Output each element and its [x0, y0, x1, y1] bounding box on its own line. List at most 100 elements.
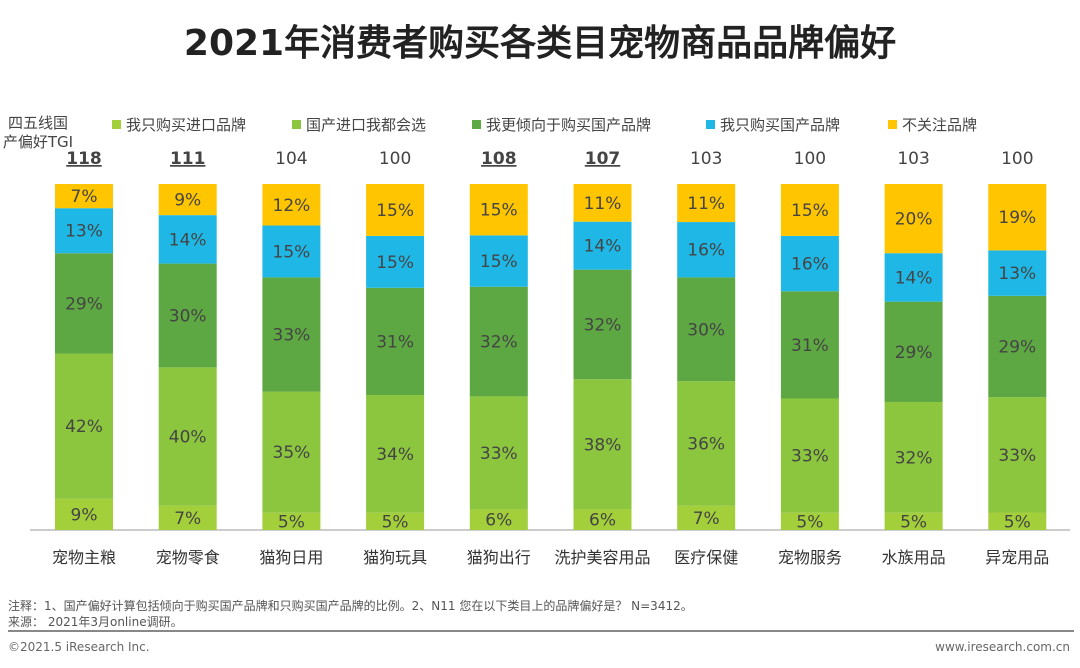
legend-item: 国产进口我都会选	[292, 114, 426, 135]
category-label: 水族用品	[882, 548, 946, 567]
data-label: 31%	[376, 332, 414, 352]
copyright: ©2021.5 iResearch Inc.	[8, 640, 150, 654]
bar-segment	[780, 512, 839, 530]
tgi-value: 100	[1001, 149, 1033, 169]
legend-item: 不关注品牌	[888, 114, 977, 135]
tgi-value: 100	[379, 149, 411, 169]
data-label: 15%	[791, 201, 829, 221]
tgi-value: 104	[275, 149, 307, 169]
bar-segment	[469, 396, 528, 510]
data-label: 14%	[169, 230, 207, 250]
bar-segment	[366, 512, 425, 530]
legend-label: 我只购买进口品牌	[126, 116, 247, 134]
bar-segment	[158, 367, 217, 506]
legend-label: 国产进口我都会选	[306, 116, 427, 134]
legend-swatch	[292, 120, 301, 129]
bar-segment	[366, 184, 425, 236]
category-label: 猫狗日用	[259, 548, 323, 567]
data-label: 19%	[998, 208, 1036, 228]
data-label: 12%	[273, 196, 311, 216]
bar-segment	[884, 401, 943, 513]
bar-segment	[677, 381, 736, 506]
legend-swatch	[112, 120, 121, 129]
category-label: 宠物零食	[156, 548, 220, 567]
bar-segment	[780, 235, 839, 292]
data-label: 9%	[71, 505, 98, 525]
tgi-value: 103	[690, 149, 722, 169]
bar-segment	[677, 277, 736, 382]
bar-segment	[573, 379, 632, 510]
category-label: 宠物服务	[778, 548, 842, 567]
data-label: 29%	[895, 343, 933, 363]
bar-segment	[55, 353, 113, 499]
bar-segment	[884, 184, 943, 254]
bar-segment	[262, 512, 321, 530]
data-label: 33%	[791, 447, 829, 467]
data-label: 13%	[65, 222, 103, 242]
bar-segment	[988, 184, 1047, 251]
data-label: 15%	[376, 201, 414, 221]
bar-segment	[677, 184, 736, 223]
data-label: 5%	[278, 512, 305, 532]
chart-note: 注释：1、国产偏好计算包括倾向于购买国产品牌和只购买国产品牌的比例。2、N11 …	[8, 599, 693, 613]
data-label: 30%	[169, 306, 207, 326]
data-label: 32%	[480, 333, 518, 353]
data-label: 34%	[376, 445, 414, 465]
tgi-value: 108	[481, 149, 517, 169]
data-label: 14%	[895, 268, 933, 288]
bar-segment	[988, 512, 1047, 530]
bar-segment	[469, 184, 528, 236]
data-label: 42%	[65, 417, 103, 437]
bar-segment	[573, 184, 632, 222]
bar-segment	[262, 277, 321, 392]
data-label: 11%	[584, 194, 622, 214]
bar-segment	[158, 184, 217, 216]
legend-label: 我更倾向于购买国产品牌	[486, 116, 652, 134]
legend-item: 我更倾向于购买国产品牌	[472, 114, 651, 135]
data-label: 32%	[895, 448, 933, 468]
data-label: 31%	[791, 336, 829, 356]
website: www.iresearch.com.cn	[935, 640, 1070, 654]
bar-segment	[55, 498, 113, 530]
tgi-value: 103	[897, 149, 929, 169]
data-label: 7%	[693, 509, 720, 529]
category-label: 洗护美容用品	[554, 548, 650, 567]
bar-segment	[366, 235, 425, 288]
bar-segment	[988, 295, 1047, 398]
data-label: 6%	[485, 511, 512, 531]
data-label: 7%	[71, 187, 98, 207]
bar-segment	[366, 287, 425, 396]
legend-item: 我只购买进口品牌	[112, 114, 246, 135]
category-label: 医疗保健	[674, 548, 738, 567]
tgi-value: 107	[585, 149, 621, 169]
data-label: 35%	[273, 443, 311, 463]
bar-segment	[469, 509, 528, 530]
data-label: 5%	[900, 512, 927, 532]
data-label: 9%	[174, 191, 201, 211]
data-label: 29%	[65, 294, 103, 314]
legend-label: 我只购买国产品牌	[720, 116, 841, 134]
bar-segment	[158, 505, 217, 530]
data-label: 15%	[480, 201, 518, 221]
bar-segment	[780, 184, 839, 236]
bar-segment	[988, 397, 1047, 513]
bar-segment	[573, 269, 632, 380]
bar-segment	[573, 221, 632, 270]
tgi-value: 100	[794, 149, 826, 169]
data-label: 5%	[382, 512, 409, 532]
bar-segment	[158, 215, 217, 264]
data-label: 13%	[998, 264, 1036, 284]
category-label: 猫狗出行	[467, 548, 531, 567]
bar-segment	[55, 253, 113, 354]
bar-segment	[884, 253, 943, 302]
data-label: 15%	[273, 242, 311, 262]
data-label: 40%	[169, 428, 207, 448]
bar-segment	[262, 225, 321, 278]
bar-segment	[677, 222, 736, 278]
data-label: 33%	[480, 444, 518, 464]
data-label: 14%	[584, 237, 622, 257]
bar-segment	[55, 208, 113, 254]
data-label: 33%	[273, 326, 311, 346]
data-label: 30%	[687, 320, 725, 340]
tgi-label: 四五线国产偏好TGI	[2, 114, 74, 151]
